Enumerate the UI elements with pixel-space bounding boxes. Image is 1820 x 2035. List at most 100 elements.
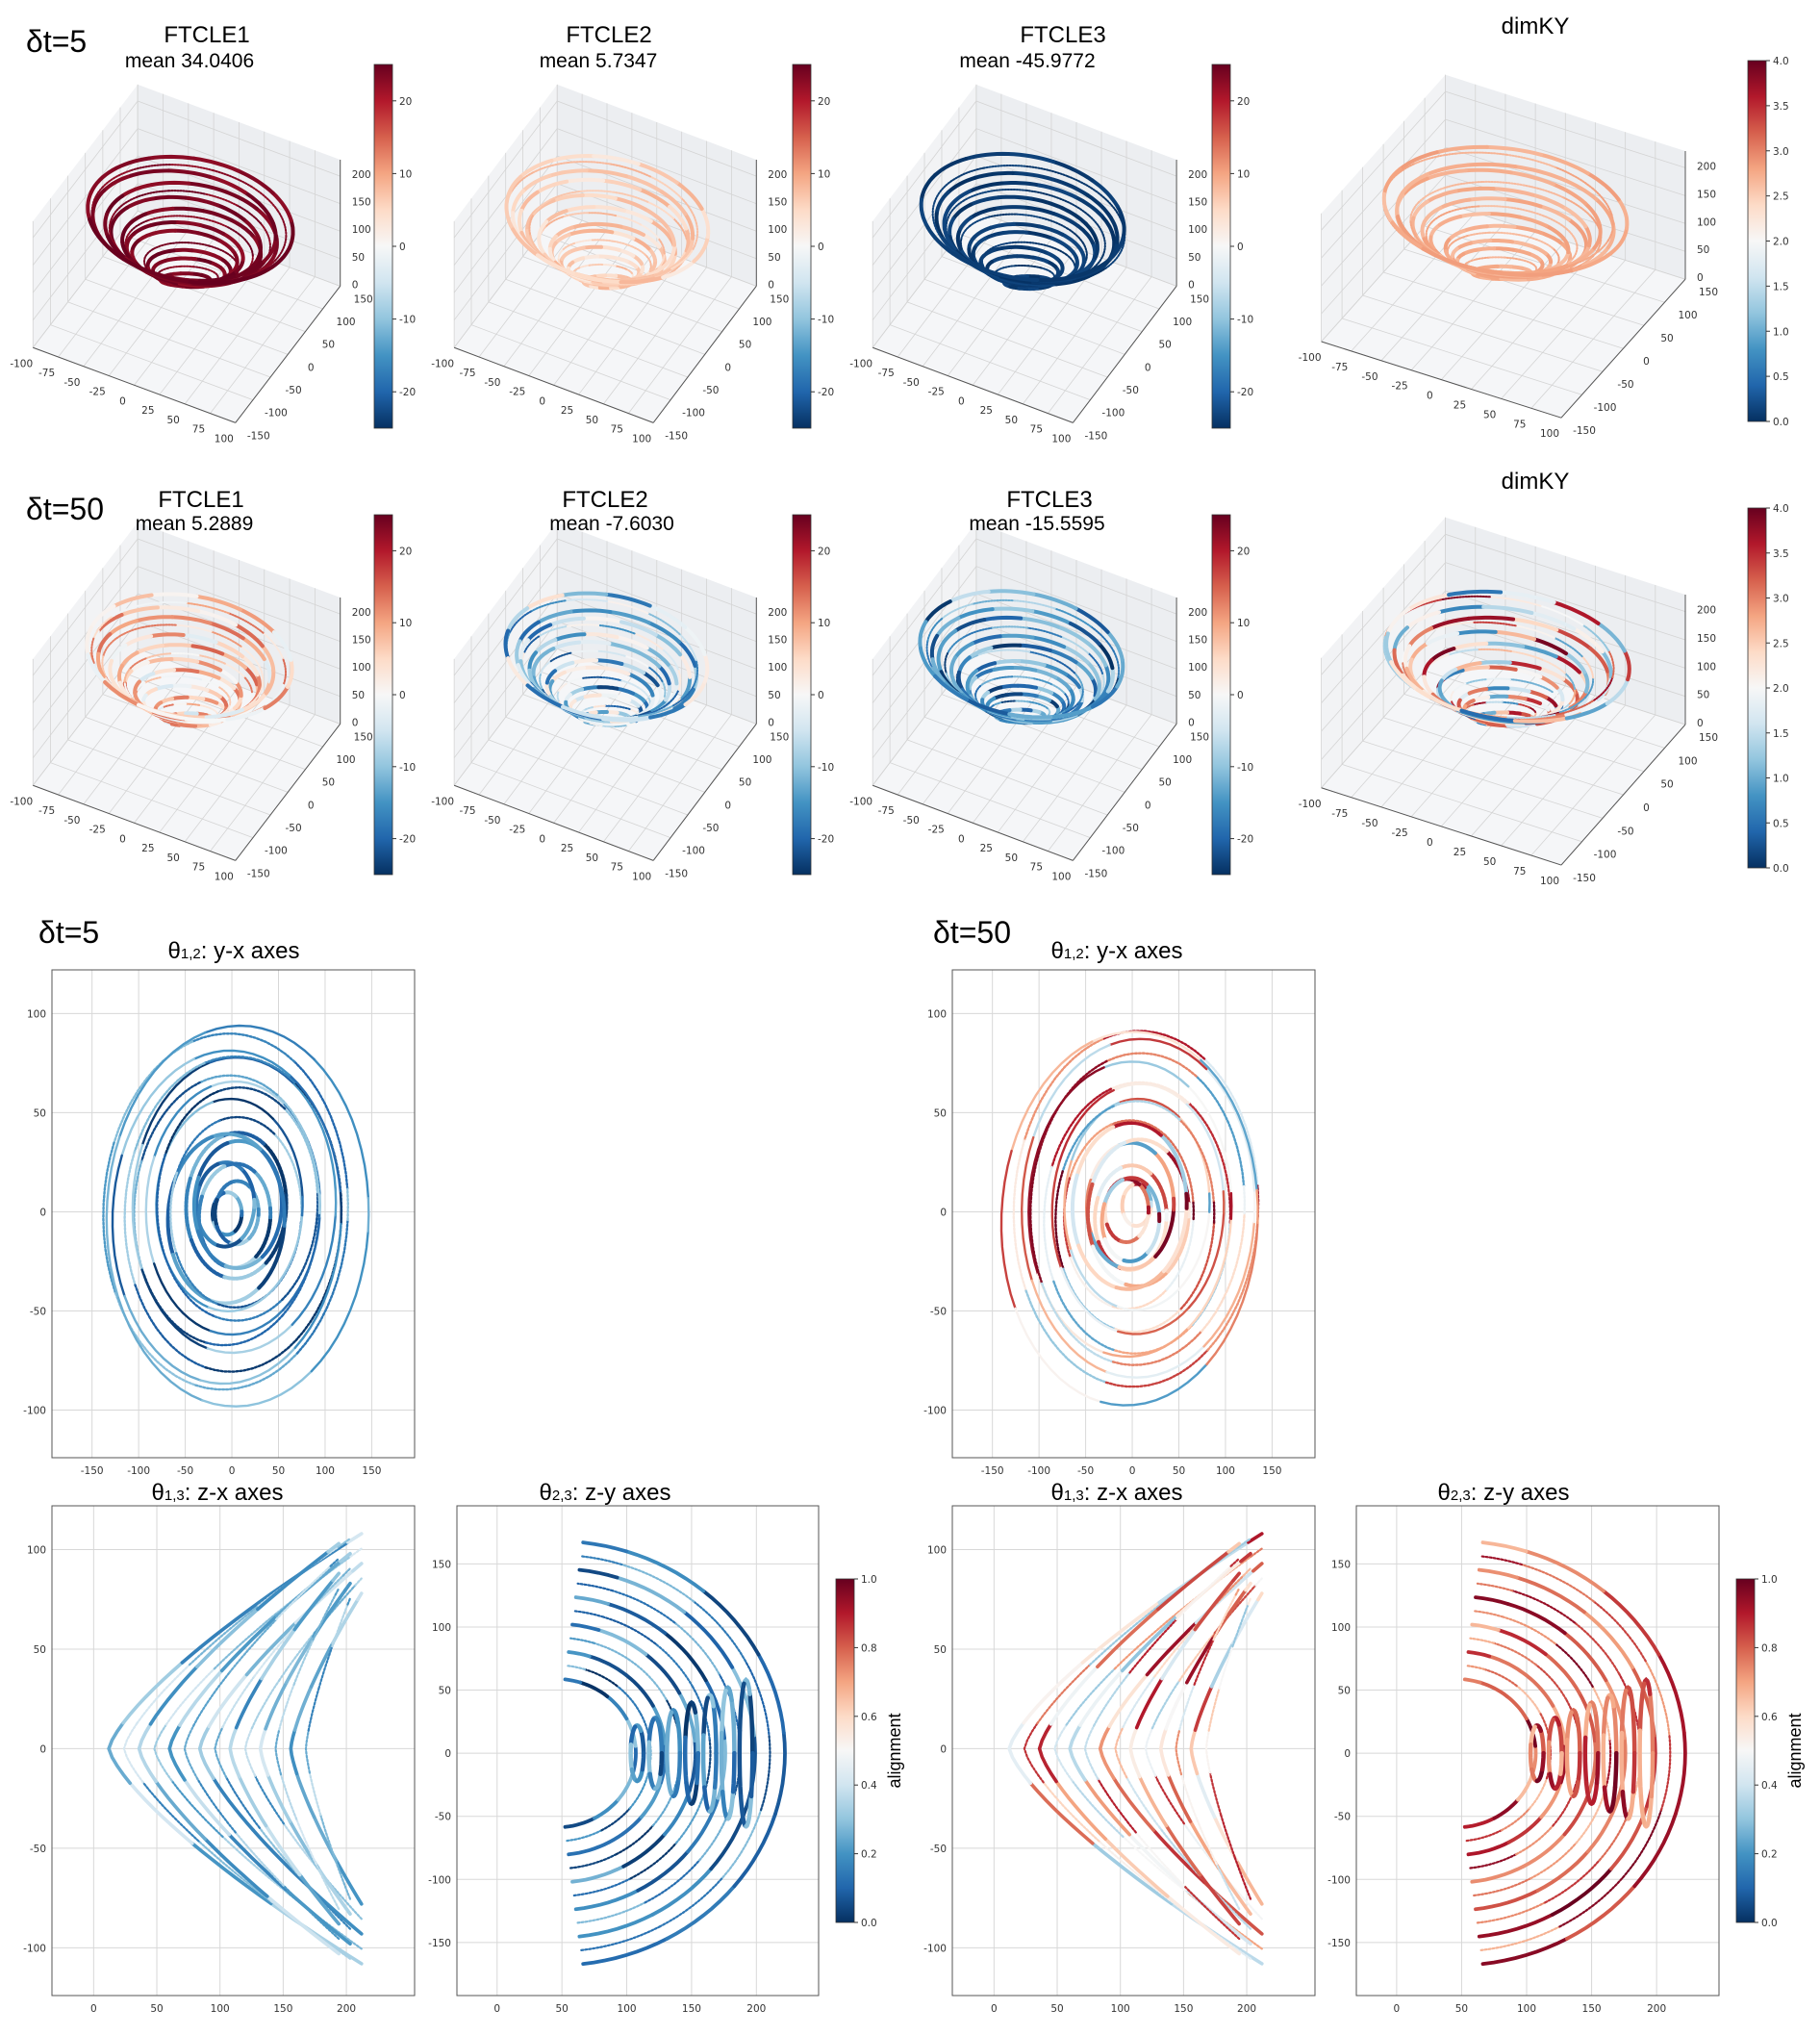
trajectory-segment xyxy=(1127,1832,1188,1892)
gridline xyxy=(32,211,139,348)
trajectory-segment xyxy=(1594,1750,1601,1786)
x-axis xyxy=(33,346,236,423)
trajectory-segment xyxy=(151,668,176,676)
trajectory-segment xyxy=(171,215,202,219)
trajectory-segment xyxy=(196,1194,205,1243)
trajectory-segment xyxy=(1409,201,1420,223)
trajectory-segment xyxy=(639,1728,646,1756)
trajectory-segment xyxy=(619,662,646,675)
trajectory-segment xyxy=(1532,682,1554,694)
trajectory-segment xyxy=(205,688,222,700)
trajectory-segment xyxy=(165,1181,176,1257)
trajectory-segment xyxy=(1568,245,1597,267)
gridline xyxy=(453,128,558,266)
x-tick-label: 100 xyxy=(215,433,234,445)
trajectory-segment xyxy=(1505,686,1531,694)
x-tick-label: 150 xyxy=(1262,1465,1281,1477)
trajectory-segment xyxy=(1055,624,1091,646)
trajectory-segment xyxy=(112,593,154,609)
x-tick-label: 0 xyxy=(493,2003,500,2015)
trajectory-segment xyxy=(602,281,640,286)
trajectory-segment xyxy=(518,638,530,664)
trajectory-segment xyxy=(683,679,707,707)
trajectory-segment xyxy=(973,668,993,680)
trajectory-segment xyxy=(926,618,944,643)
gridline xyxy=(872,128,977,266)
y-tick-label: 50 xyxy=(1159,340,1172,351)
trajectory-segment xyxy=(1515,1575,1586,1615)
trajectory-segment xyxy=(88,604,116,630)
trajectory-segment xyxy=(1469,1637,1496,1644)
trajectory-segment xyxy=(510,171,534,194)
trajectory-segment xyxy=(654,1642,695,1689)
trajectory-segment xyxy=(1439,667,1458,683)
trajectory-segment xyxy=(214,1725,228,1779)
y-tick-label: 150 xyxy=(1190,293,1209,305)
y-tick-label: 100 xyxy=(27,1008,46,1020)
x-axis xyxy=(1321,787,1562,866)
trajectory-segment xyxy=(343,1581,352,1592)
trajectory-segment xyxy=(1090,684,1120,709)
colorbar xyxy=(835,1578,855,1923)
trajectory-segment xyxy=(1179,1772,1199,1820)
gridline xyxy=(1362,294,1604,372)
trajectory-segment xyxy=(1008,244,1031,250)
trajectory-segment xyxy=(234,623,265,649)
trajectory-segment xyxy=(293,1220,342,1350)
trajectory-segment xyxy=(1120,1194,1126,1217)
trajectory-segment xyxy=(1520,1563,1596,1603)
trajectory-segment xyxy=(256,1550,330,1612)
trajectory-segment xyxy=(652,1771,663,1792)
title-theta-symbol: θ xyxy=(540,1480,552,1506)
trajectory-segment xyxy=(670,1776,681,1798)
trajectory-segment xyxy=(215,203,246,222)
x-tick-label: -150 xyxy=(81,1465,104,1477)
trajectory-segment xyxy=(1231,1571,1241,1583)
y-tick-label: 100 xyxy=(1173,754,1192,766)
trajectory-segment xyxy=(529,599,567,613)
trajectory-segment xyxy=(95,613,124,634)
title-text: : z-x axes xyxy=(1084,1480,1183,1506)
colorbar-tick-label: 20 xyxy=(818,546,830,557)
colorbar-tick-label: 10 xyxy=(1237,618,1250,629)
trajectory-segment xyxy=(208,1285,262,1306)
trajectory-segment xyxy=(242,191,271,217)
trajectory-segment xyxy=(565,623,601,628)
trajectory-segment xyxy=(568,245,586,254)
trajectory-segment xyxy=(973,170,1015,180)
trajectory-segment xyxy=(282,1884,341,1941)
gridline xyxy=(138,100,341,177)
trajectory-segment xyxy=(563,1816,596,1829)
trajectory-segment xyxy=(228,1725,241,1779)
trajectory-segment xyxy=(247,1212,261,1240)
trajectory-segment xyxy=(1189,1728,1200,1776)
trajectory-segment xyxy=(134,615,174,623)
trajectory-segment xyxy=(180,716,230,723)
trajectory-segment xyxy=(1488,231,1515,236)
trajectory-segment xyxy=(1425,221,1432,239)
trajectory-segment xyxy=(111,156,152,172)
gridline xyxy=(453,649,558,786)
trajectory-segment xyxy=(595,254,616,260)
trajectory-segment xyxy=(1062,645,1090,665)
trajectory-segment xyxy=(254,1215,273,1259)
trajectory-segment xyxy=(1120,1614,1179,1673)
trajectory-segment xyxy=(1458,212,1491,218)
y-tick-label: 0 xyxy=(1344,1748,1351,1760)
y-tick-label: 0 xyxy=(724,800,731,811)
trajectory-segment xyxy=(1220,1814,1236,1859)
trajectory-segment xyxy=(1195,1771,1217,1819)
x-tick-label: 200 xyxy=(337,2003,356,2015)
trajectory-segment xyxy=(264,1680,289,1731)
x-tick-label: 50 xyxy=(1050,2003,1063,2015)
trajectory-segment xyxy=(1479,1555,1523,1566)
trajectory-segment xyxy=(250,186,279,212)
trajectory-segment xyxy=(732,1812,777,1889)
trajectory-segment xyxy=(1208,1771,1223,1817)
x-tick-label: 100 xyxy=(1216,1465,1235,1477)
trajectory-segment xyxy=(225,225,246,242)
trajectory-segment xyxy=(547,234,558,251)
trajectory-segment xyxy=(1031,280,1074,285)
trajectory-segment xyxy=(1200,1211,1246,1333)
trajectory-segment xyxy=(260,1627,297,1681)
